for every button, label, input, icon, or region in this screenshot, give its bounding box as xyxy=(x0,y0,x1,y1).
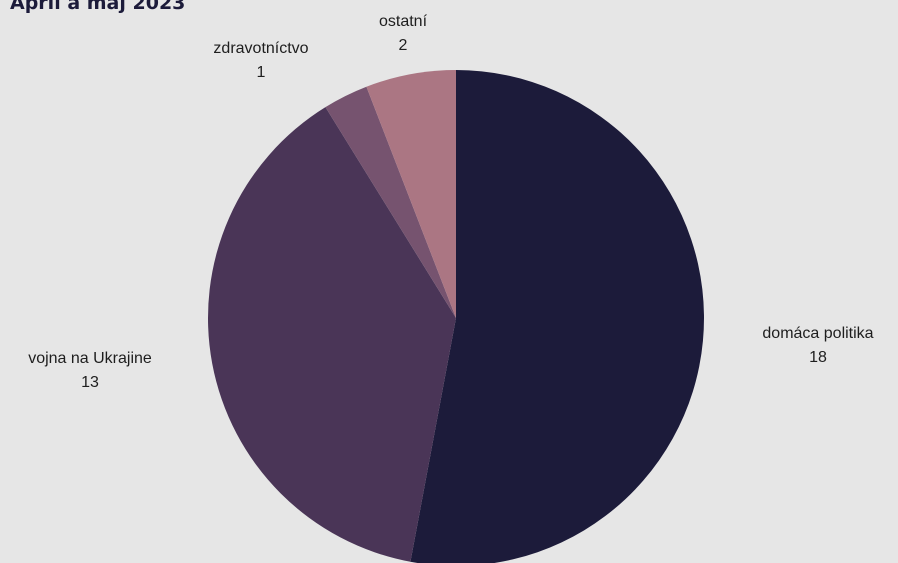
slice-label-category-3: ostatní xyxy=(379,13,428,30)
slice-label-value-2: 1 xyxy=(257,64,266,81)
chart-title: April a máj 2023 xyxy=(10,0,186,14)
pie-slice-2 xyxy=(325,86,456,318)
pie-slice-0 xyxy=(410,70,704,563)
slice-label-3: ostatní 2 xyxy=(379,13,428,54)
pie-labels: domáca politika 18 vojna na Ukrajine 13 zdra… xyxy=(28,13,874,391)
slice-label-value-3: 2 xyxy=(399,37,408,54)
slice-label-category-0: domáca politika xyxy=(762,325,873,342)
pie-slices xyxy=(207,70,704,563)
slice-label-2: zdravotníctvo 1 xyxy=(213,40,308,81)
slice-label-value-1: 13 xyxy=(81,374,99,391)
slice-label-category-2: zdravotníctvo xyxy=(213,40,308,57)
slice-label-1: vojna na Ukrajine 13 xyxy=(28,350,152,391)
pie-slice-3 xyxy=(366,70,456,318)
pie-slice-1 xyxy=(207,107,456,562)
slice-label-value-0: 18 xyxy=(809,349,827,366)
slice-label-category-1: vojna na Ukrajine xyxy=(28,350,152,367)
slice-label-0: domáca politika 18 xyxy=(762,325,873,366)
